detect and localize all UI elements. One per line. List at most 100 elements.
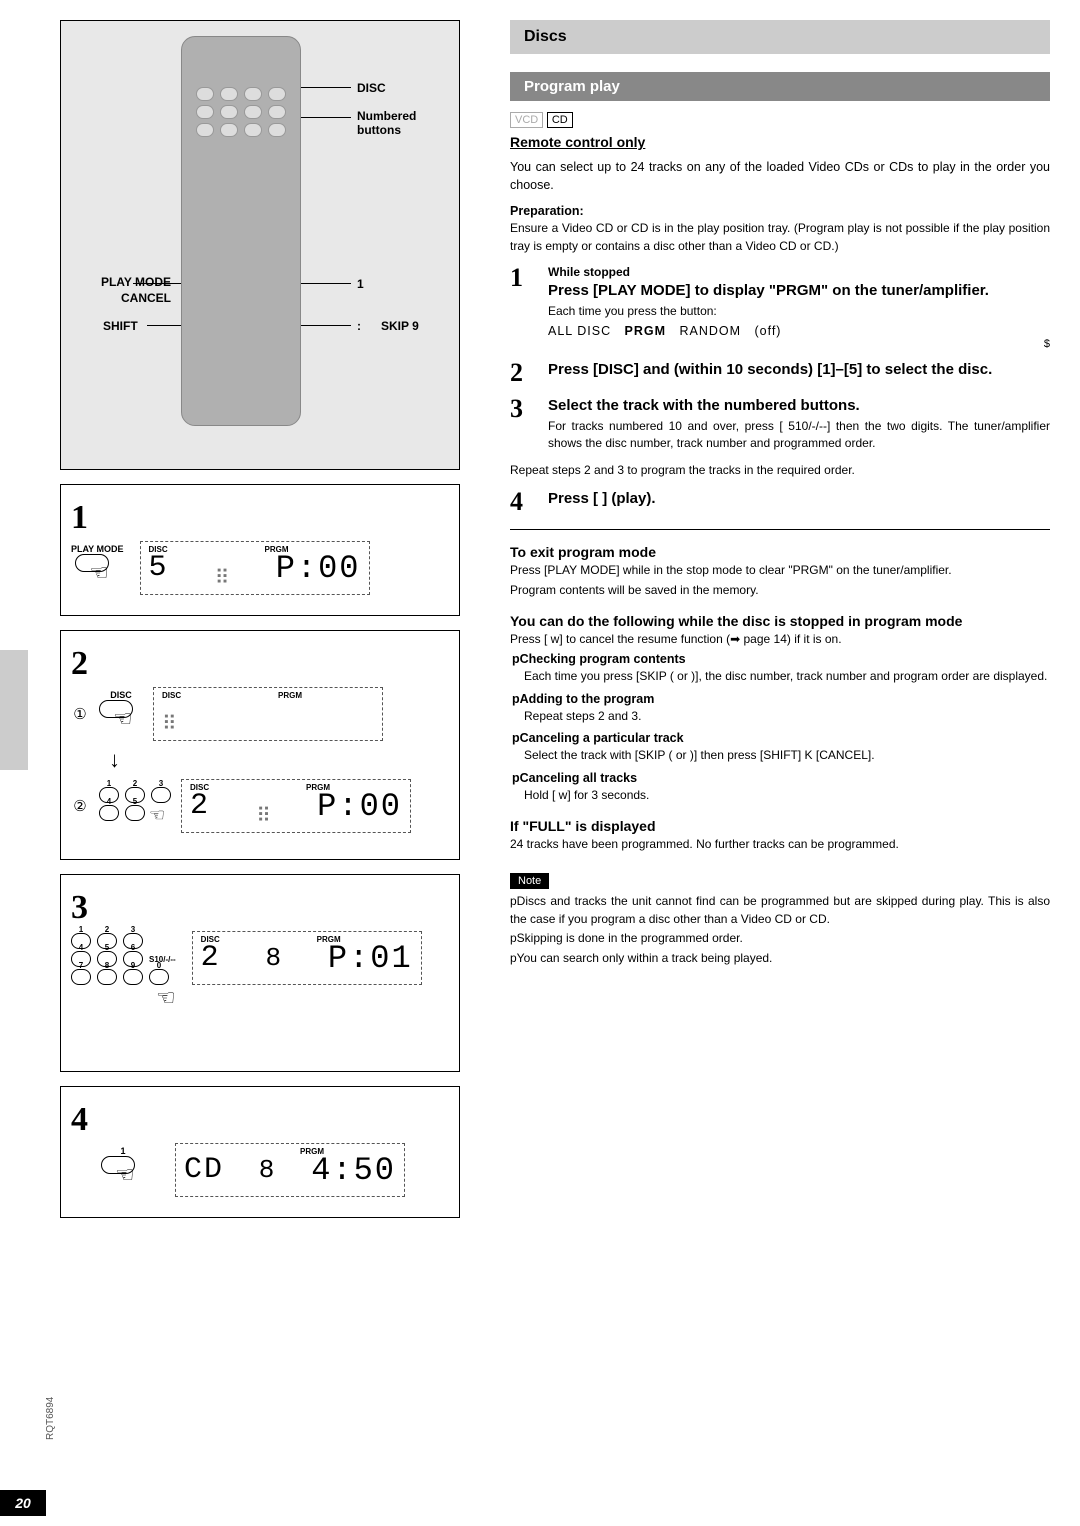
lcd-left: 2 [201,941,221,975]
exit-p2: Program contents will be saved in the me… [510,582,1050,599]
step2b-lcd: DISC PRGM 2 ⠿ P:00 [181,779,411,833]
b4-text: Hold [ w] for 3 seconds. [524,787,1050,804]
lcd-prgm-indicator: PRGM [317,935,341,944]
label-one: 1 [357,277,364,291]
step1-lcd: DISC PRGM 5 ⠿ P:00 [140,541,370,595]
label-colon: : [357,319,361,333]
lcd-mid: ⠿ [215,565,230,590]
instr-2-main: Press [DISC] and (within 10 seconds) [1]… [548,360,1050,380]
label-skip: SKIP 9 [381,319,419,333]
follow-header: You can do the following while the disc … [510,613,1050,629]
left-column: Basic operations RQT6894 20 DISC Numbere… [0,20,480,1218]
instruction-3: 3 Select the track with the numbered but… [510,396,1050,452]
preparation-text: Ensure a Video CD or CD is in the play p… [510,220,1050,255]
b2-head: pAdding to the program [512,692,1050,706]
step2-btn-caption: DISC [99,690,143,700]
step-2-number: 2 [71,647,449,681]
instr-3-sub: For tracks numbered 10 and over, press [… [548,418,1050,452]
right-column: Discs Program play VCD CD Remote control… [500,20,1050,1218]
instr-1-num: 1 [510,265,534,350]
step-1-number: 1 [71,501,449,535]
step4-btn-caption: 1 [101,1146,145,1156]
note-1: pDiscs and tracks the unit cannot find c… [510,893,1050,928]
b3-text: Select the track with [SKIP ( or )] then… [524,747,1050,764]
bullet-list: pChecking program contents Each time you… [512,652,1050,804]
play-mode-button-icon: ☜ [75,554,119,590]
instr-1-main: Press [PLAY MODE] to display "PRGM" on t… [548,281,1050,301]
lcd-prgm-indicator: PRGM [265,545,289,554]
b1-text: Each time you press [SKIP ( or )], the d… [524,668,1050,685]
step-3-number: 3 [71,891,449,925]
b2-text: Repeat steps 2 and 3. [524,708,1050,725]
step1-btn-caption: PLAY MODE [71,544,124,554]
lcd-left: 2 [190,789,210,823]
exit-p1: Press [PLAY MODE] while in the stop mode… [510,562,1050,579]
down-arrow-icon: ↓ [109,747,449,773]
substep-1-marker: ① [71,705,89,723]
step2a-lcd: DISC PRGM ⠿ [153,687,383,741]
label-cancel: CANCEL [101,291,171,305]
follow-p: Press [ w] to cancel the resume function… [510,631,1050,648]
subsection-header: Program play [510,72,1050,101]
step4-lcd: PRGM CD 8 4:50 [175,1143,405,1197]
lcd-mid: ⠿ [256,803,271,828]
format-tags: VCD CD [510,111,1050,128]
lcd-prgm-indicator: PRGM [306,783,330,792]
remote-numpad-icon [196,87,288,137]
remote-diagram: DISC Numbered buttons PLAY MODE CANCEL 1… [60,20,460,470]
lcd-right: 4:50 [311,1152,396,1189]
trail-mark: $ [548,338,1050,350]
lcd-right: P:01 [328,940,413,977]
preparation-header: Preparation: [510,204,1050,218]
tag-vcd: VCD [510,112,543,128]
instruction-2: 2 Press [DISC] and (within 10 seconds) [… [510,360,1050,386]
lcd-mid: 8 [265,943,283,973]
lcd-left: ⠿ [162,711,177,736]
lcd-disc-indicator: DISC [190,783,209,792]
instr-4-num: 4 [510,489,534,515]
repeat-note: Repeat steps 2 and 3 to program the trac… [510,462,1050,479]
lcd-prgm-indicator: PRGM [300,1147,324,1156]
lcd-left: CD [184,1153,224,1187]
instr-1-lead: While stopped [548,265,1050,279]
step-3-box: 3 1 2 3 4 5 6 S10/-/-- [60,874,460,1072]
instruction-4: 4 Press [ ] (play). [510,489,1050,515]
note-3: pYou can search only within a track bein… [510,950,1050,967]
intro-text: You can select up to 24 tracks on any of… [510,158,1050,194]
side-tab-bg [0,650,28,770]
instr-1-sub: Each time you press the button: [548,303,1050,320]
step-4-box: 4 1 ☜ PRGM CD 8 4:50 [60,1086,460,1218]
mode-sequence: ALL DISC PRGM RANDOM (off) [548,324,1050,338]
b1-head: pChecking program contents [512,652,1050,666]
step3-lcd: DISC PRGM 2 8 P:01 [192,931,422,985]
lcd-mid: 8 [259,1155,277,1185]
note-tag: Note [510,873,549,889]
numpad-1-5-icon: 1 2 3 4 5 ☜ [99,785,171,828]
remote-body [181,36,301,426]
exit-mode-header: To exit program mode [510,544,1050,560]
tag-cd: CD [547,112,573,128]
instr-2-num: 2 [510,360,534,386]
full-text: 24 tracks have been programmed. No furth… [510,836,1050,853]
instr-4-main: Press [ ] (play). [548,489,1050,509]
label-play-mode: PLAY MODE [81,275,171,289]
play-button-icon: ☜ [101,1156,145,1192]
remote-control-only: Remote control only [510,134,1050,150]
instr-3-main: Select the track with the numbered butto… [548,396,1050,416]
b4-head: pCanceling all tracks [512,771,1050,785]
section-header: Discs [510,20,1050,54]
lcd-disc-indicator: DISC [201,935,220,944]
step-4-number: 4 [71,1103,449,1137]
b3-head: pCanceling a particular track [512,731,1050,745]
numpad-full-icon: 1 2 3 4 5 6 S10/-/-- 7 8 9 [71,931,176,1011]
label-disc: DISC [357,81,386,95]
page-number: 20 [0,1490,46,1516]
full-header: If "FULL" is displayed [510,818,1050,834]
lcd-right: P:00 [317,788,402,825]
label-shift: SHIFT [103,319,138,333]
document-code: RQT6894 [45,1397,56,1440]
disc-button-icon: ☜ [99,700,143,736]
step-2-box: 2 ① DISC ☜ DISC PRGM ⠿ ↓ [60,630,460,860]
label-numbered-buttons: Numbered buttons [357,109,437,137]
instruction-1: 1 While stopped Press [PLAY MODE] to dis… [510,265,1050,350]
